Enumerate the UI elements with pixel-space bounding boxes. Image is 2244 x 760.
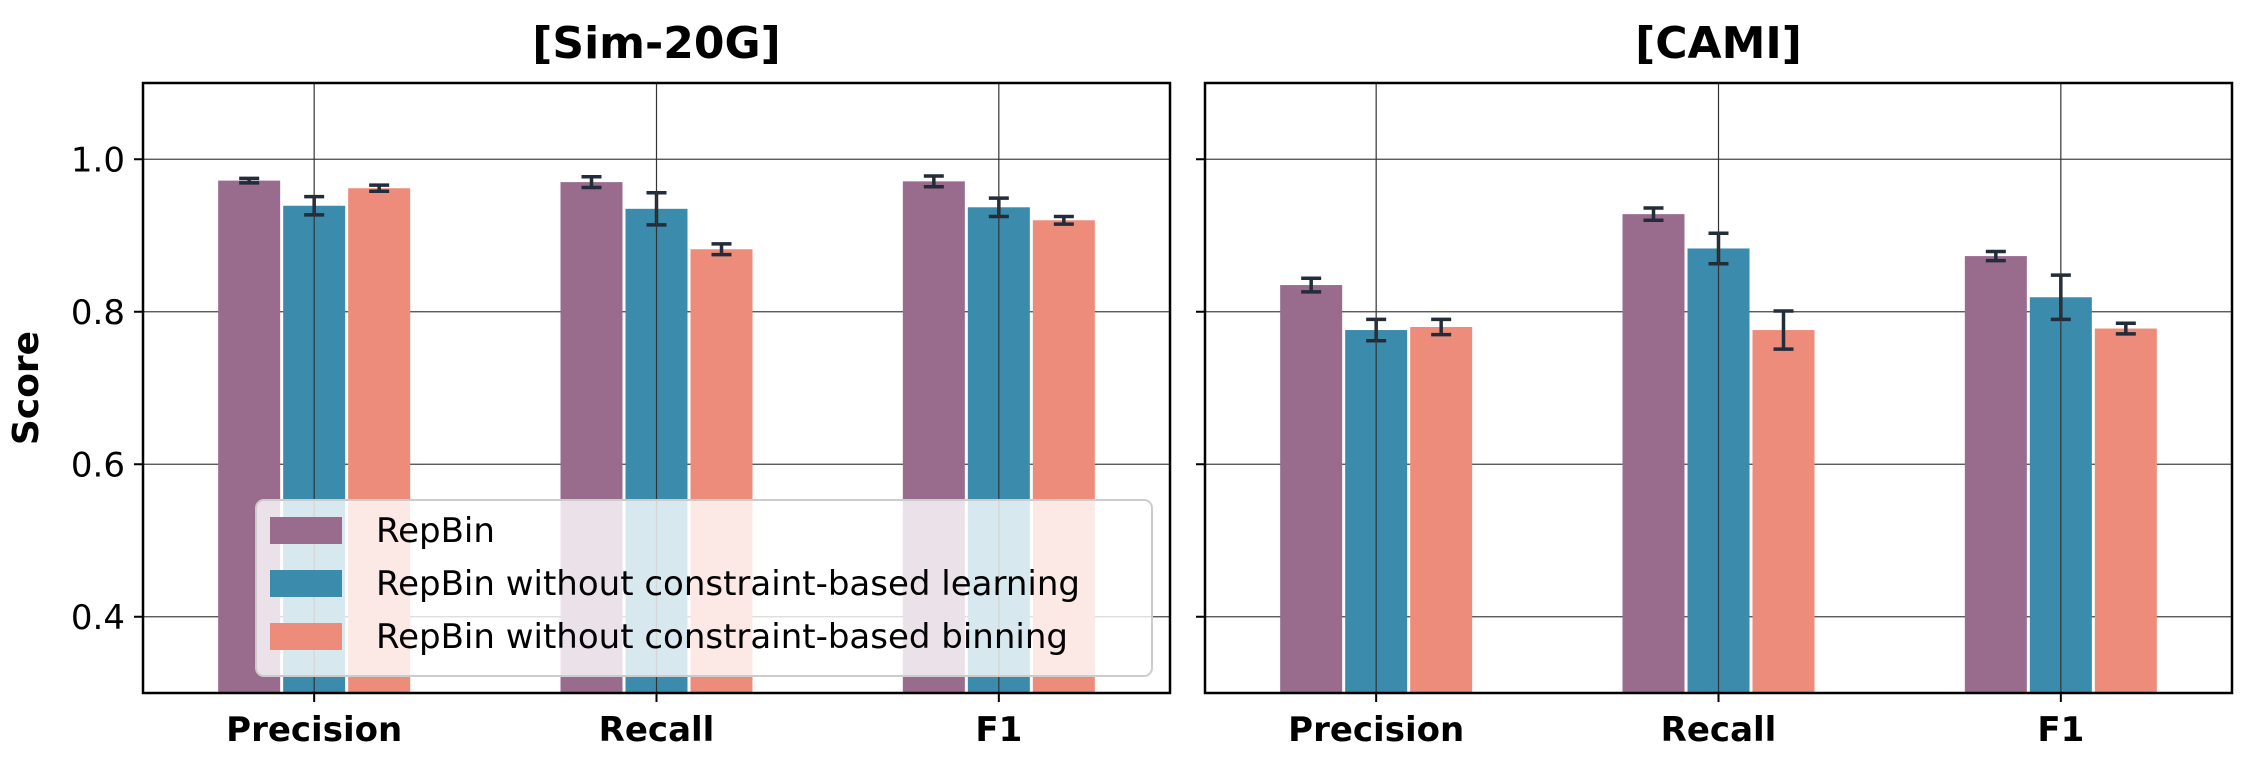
- legend-entry: RepBin without constraint-based binning: [376, 617, 1068, 657]
- panel-sim20g: 0.4 0.6 0.8 1.0 Precision Recall F1 [Sim-20G] Sc…: [6, 18, 1172, 750]
- x-tick-label: Precision: [1288, 710, 1464, 750]
- bar: [1410, 327, 1473, 693]
- bar: [1752, 330, 1815, 693]
- x-tick-label: Recall: [599, 710, 715, 750]
- bar: [1280, 285, 1343, 693]
- chart-title: [Sim-20G]: [532, 18, 780, 69]
- x-tick-label: F1: [975, 710, 1022, 750]
- bar: [2094, 328, 2157, 693]
- plot-frame: [141, 81, 1172, 695]
- legend-swatch: [270, 517, 342, 544]
- chart-title: [CAMI]: [1635, 18, 1802, 69]
- x-tick-label: F1: [2037, 710, 2084, 750]
- panel-cami: Precision Recall F1 [CAMI]: [1196, 18, 2234, 750]
- legend-swatch: [270, 623, 342, 650]
- y-axis-label: Score: [6, 331, 47, 445]
- y-tick-label: 0.6: [71, 445, 125, 485]
- plot-frame: [1203, 81, 2234, 695]
- legend-entry: RepBin without constraint-based learning: [376, 564, 1080, 604]
- bar: [1964, 256, 2027, 693]
- x-tick-label: Recall: [1661, 710, 1777, 750]
- legend: RepBin RepBin without constraint-based le…: [255, 499, 1153, 677]
- legend-entry: RepBin: [376, 511, 495, 551]
- x-tick-label: Precision: [226, 710, 402, 750]
- y-tick-label: 0.8: [71, 293, 125, 333]
- bar: [1622, 214, 1685, 693]
- legend-swatch: [270, 570, 342, 597]
- y-tick-label: 1.0: [71, 140, 125, 180]
- legend-box: [255, 499, 1153, 677]
- y-tick-label: 0.4: [71, 598, 125, 638]
